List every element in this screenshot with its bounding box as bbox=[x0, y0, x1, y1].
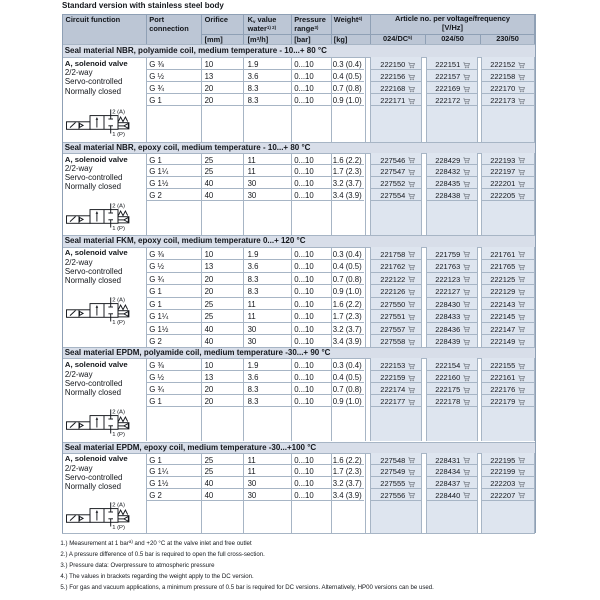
svg-text:2 (A): 2 (A) bbox=[112, 203, 125, 209]
svg-text:2 (A): 2 (A) bbox=[112, 409, 125, 415]
svg-text:1 (P): 1 (P) bbox=[112, 525, 125, 531]
svg-text:1 (P): 1 (P) bbox=[112, 432, 125, 438]
svg-text:2 (A): 2 (A) bbox=[112, 109, 125, 115]
svg-text:1 (P): 1 (P) bbox=[112, 226, 125, 232]
svg-text:2 (A): 2 (A) bbox=[112, 297, 125, 303]
svg-text:1 (P): 1 (P) bbox=[112, 132, 125, 138]
svg-text:2 (A): 2 (A) bbox=[112, 502, 125, 508]
svg-text:1 (P): 1 (P) bbox=[112, 320, 125, 326]
